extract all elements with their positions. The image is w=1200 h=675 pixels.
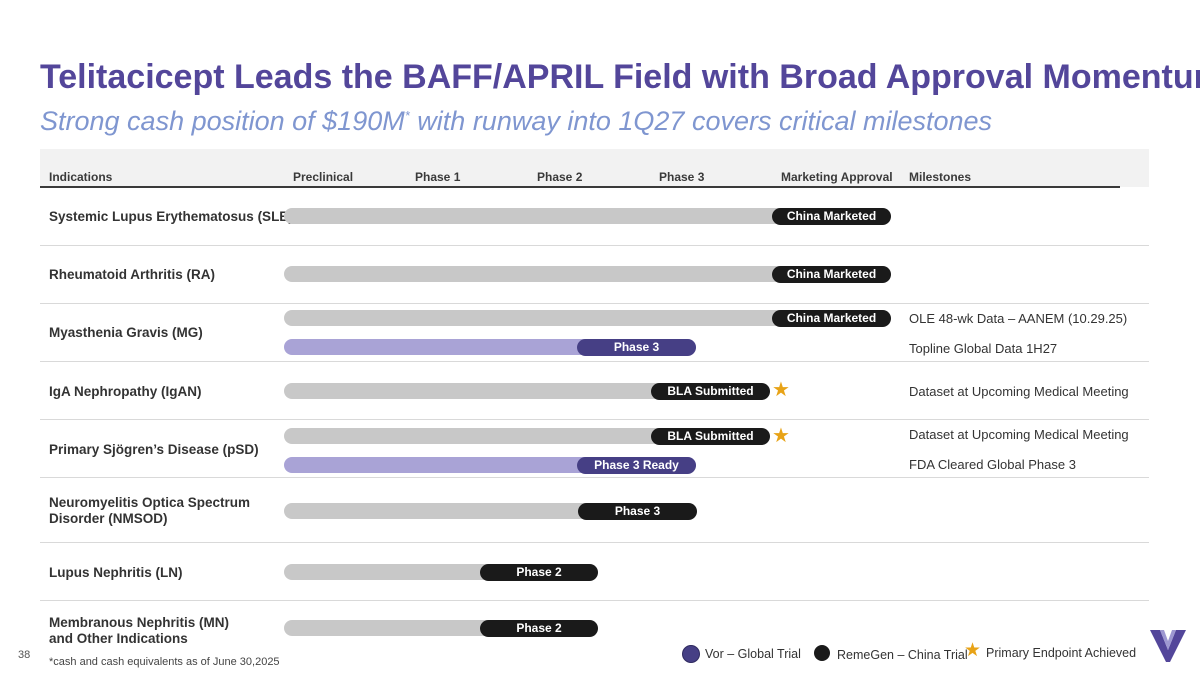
vor-logo-icon [1148,628,1188,664]
footnote: *cash and cash equivalents as of June 30… [49,656,280,668]
stage-pill-mg-global: Phase 3 [577,339,696,356]
indication-sle: Systemic Lupus Erythematosus (SLE) [49,209,293,224]
indication-nmsod: Neuromyelitis Optica Spectrum Disorder (N… [49,495,250,527]
row-divider [40,542,1149,543]
indication-nmsod-line2: Disorder (NMSOD) [49,511,168,526]
vor-legend-swatch [682,645,700,663]
indication-nmsod-line1: Neuromyelitis Optica Spectrum [49,495,251,510]
star-icon: ★ [964,640,982,661]
legend-vor-label: Vor – Global Trial [705,647,801,661]
milestone-psd-1: Dataset at Upcoming Medical Meeting [909,427,1129,442]
page-title: Telitacicept Leads the BAFF/APRIL Field … [40,58,1200,96]
indication-psd: Primary Sjögren’s Disease (pSD) [49,442,259,457]
header-milestones: Milestones [909,170,972,184]
pipeline-track-sle [284,208,891,224]
row-divider [40,361,1149,362]
indication-mn-line2: and Other Indications [49,631,188,646]
pipeline-track-ra [284,266,891,282]
stage-pill-igan: BLA Submitted [651,383,770,400]
milestone-igan-1: Dataset at Upcoming Medical Meeting [909,384,1129,399]
stage-pill-psd-global: Phase 3 Ready [577,457,696,474]
indication-mn-line1: Membranous Nephritis (MN) [49,615,230,630]
row-divider [40,600,1149,601]
pipeline-track-psd-china [284,428,770,444]
indication-igan: IgA Nephropathy (IgAN) [49,384,202,399]
row-divider [40,303,1149,304]
pipeline-track-igan [284,383,770,399]
row-divider [40,477,1149,478]
subtitle-text-rest: with runway into 1Q27 covers critical mi… [409,106,993,136]
header-phase-2: Phase 2 [537,170,583,184]
milestone-mg-2: Topline Global Data 1H27 [909,341,1058,356]
page-subtitle: Strong cash position of $190M* with runw… [40,106,992,137]
milestone-mg-1: OLE 48-wk Data – AANEM (10.29.25) [909,311,1128,326]
header-divider [40,186,1120,188]
indication-ra: Rheumatoid Arthritis (RA) [49,267,215,282]
milestone-psd-2: FDA Cleared Global Phase 3 [909,457,1076,472]
header-phase-3: Phase 3 [659,170,705,184]
pipeline-track-mg-china [284,310,891,326]
stage-pill-sle: China Marketed [772,208,891,225]
indication-mn: Membranous Nephritis (MN) and Other Indic… [49,615,229,647]
star-icon: ★ [772,425,790,447]
table-header [40,149,1149,187]
page-number: 38 [18,649,31,661]
indication-ln: Lupus Nephritis (LN) [49,565,183,580]
indication-mg: Myasthenia Gravis (MG) [49,325,203,340]
stage-pill-mn: Phase 2 [480,620,598,637]
stage-pill-nmsod: Phase 3 [578,503,697,520]
stage-pill-mg-china: China Marketed [772,310,891,327]
stage-pill-psd-china: BLA Submitted [651,428,770,445]
subtitle-text: Strong cash position of $190M [40,106,405,136]
header-phase-1: Phase 1 [415,170,461,184]
row-divider [40,419,1149,420]
row-divider [40,245,1149,246]
star-icon: ★ [772,379,790,401]
header-indications: Indications [49,170,113,184]
header-marketing-approval: Marketing Approval [781,170,893,184]
legend-endpoint-label: Primary Endpoint Achieved [986,646,1137,660]
legend-remegen-label: RemeGen – China Trial [837,648,968,662]
stage-pill-ln: Phase 2 [480,564,598,581]
stage-pill-ra: China Marketed [772,266,891,283]
subtitle-footnote-mark: * [404,108,410,123]
header-preclinical: Preclinical [293,170,354,184]
remegen-legend-swatch [814,645,830,661]
